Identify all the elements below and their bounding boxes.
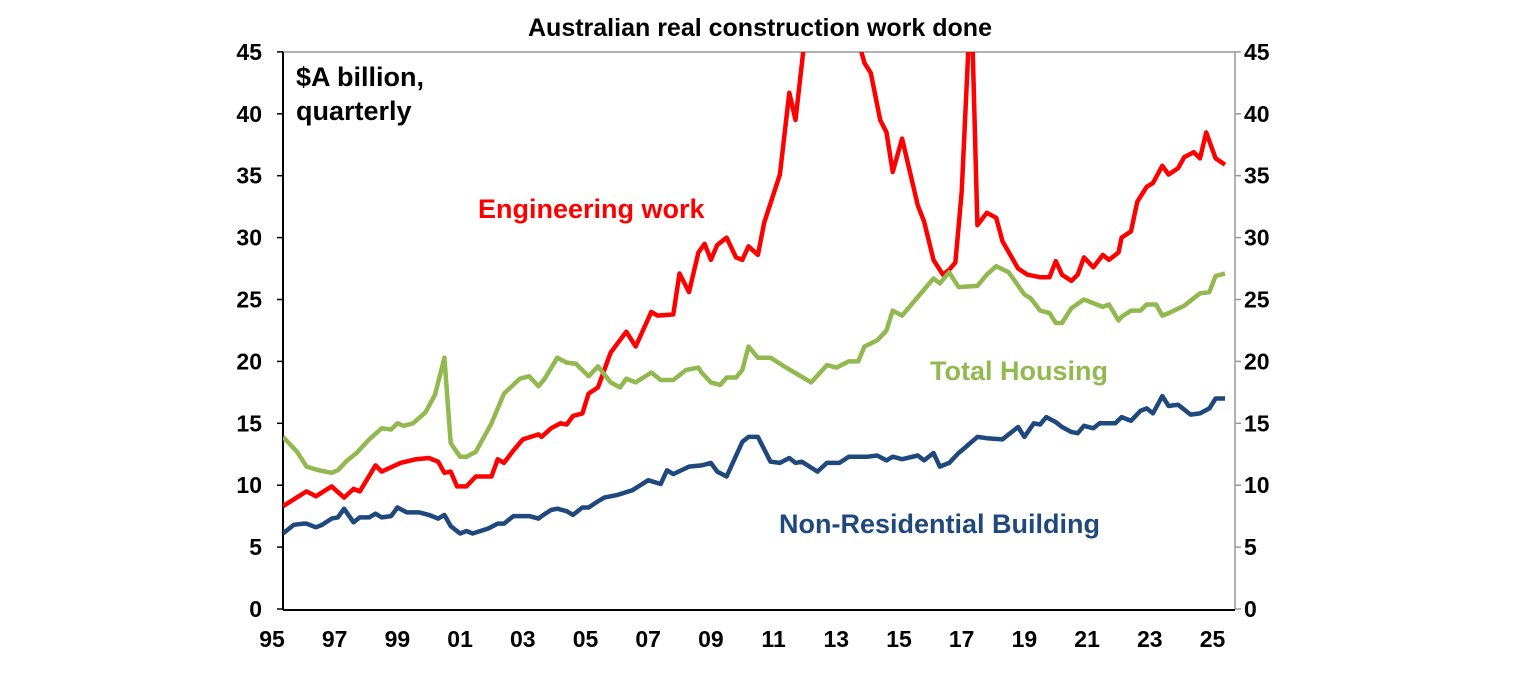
right-y-tick-label: 45	[1244, 39, 1270, 65]
right-y-tick-label: 30	[1244, 225, 1270, 251]
x-tick-label: 21	[1074, 626, 1100, 652]
x-tick-label: 99	[385, 626, 411, 652]
right-y-tick-label: 25	[1244, 287, 1270, 313]
x-tick-label: 07	[635, 626, 661, 652]
series-label-housing: Total Housing	[930, 356, 1108, 386]
right-y-tick-label: 5	[1244, 534, 1257, 560]
unit-label-line2: quarterly	[296, 96, 412, 126]
total-housing-line	[283, 263, 1226, 476]
right-y-tick-label: 15	[1244, 410, 1270, 436]
right-y-tick-label: 40	[1244, 101, 1270, 127]
left-y-tick-label: 40	[236, 101, 262, 127]
left-y-tick-label: 25	[236, 287, 262, 313]
x-tick-label: 13	[824, 626, 850, 652]
right-y-tick-label: 35	[1244, 163, 1270, 189]
series-label-non-residential: Non-Residential Building	[779, 509, 1100, 539]
series-label-engineering: Engineering work	[478, 194, 706, 224]
chart-title: Australian real construction work done	[528, 14, 992, 42]
x-tick-label: 17	[949, 626, 975, 652]
x-tick-label: 11	[761, 626, 786, 652]
right-y-tick-label: 10	[1244, 472, 1270, 498]
left-y-tick-label: 15	[236, 410, 262, 436]
engineering-work-line	[283, 52, 1227, 509]
x-tick-label: 95	[259, 626, 285, 652]
left-y-tick-label: 35	[236, 163, 262, 189]
left-y-tick-label: 45	[236, 39, 262, 65]
left-y-tick-label: 10	[236, 472, 262, 498]
right-y-tick-label: 0	[1244, 596, 1257, 622]
right-y-tick-label: 20	[1244, 348, 1270, 374]
left-y-tick-label: 30	[236, 225, 262, 251]
x-tick-label: 01	[447, 626, 473, 652]
x-tick-label: 03	[510, 626, 536, 652]
x-tick-label: 23	[1137, 626, 1163, 652]
unit-label-line1: $A billion,	[296, 62, 424, 92]
x-tick-label: 97	[322, 626, 348, 652]
left-y-tick-label: 20	[236, 348, 262, 374]
non-residential-building-line	[283, 393, 1225, 536]
x-tick-label: 19	[1012, 626, 1038, 652]
x-tick-label: 15	[886, 626, 912, 652]
left-y-tick-label: 0	[249, 596, 262, 622]
x-tick-label: 05	[573, 626, 599, 652]
left-y-tick-label: 5	[249, 534, 262, 560]
x-tick-label: 25	[1200, 626, 1226, 652]
x-tick-label: 09	[698, 626, 724, 652]
